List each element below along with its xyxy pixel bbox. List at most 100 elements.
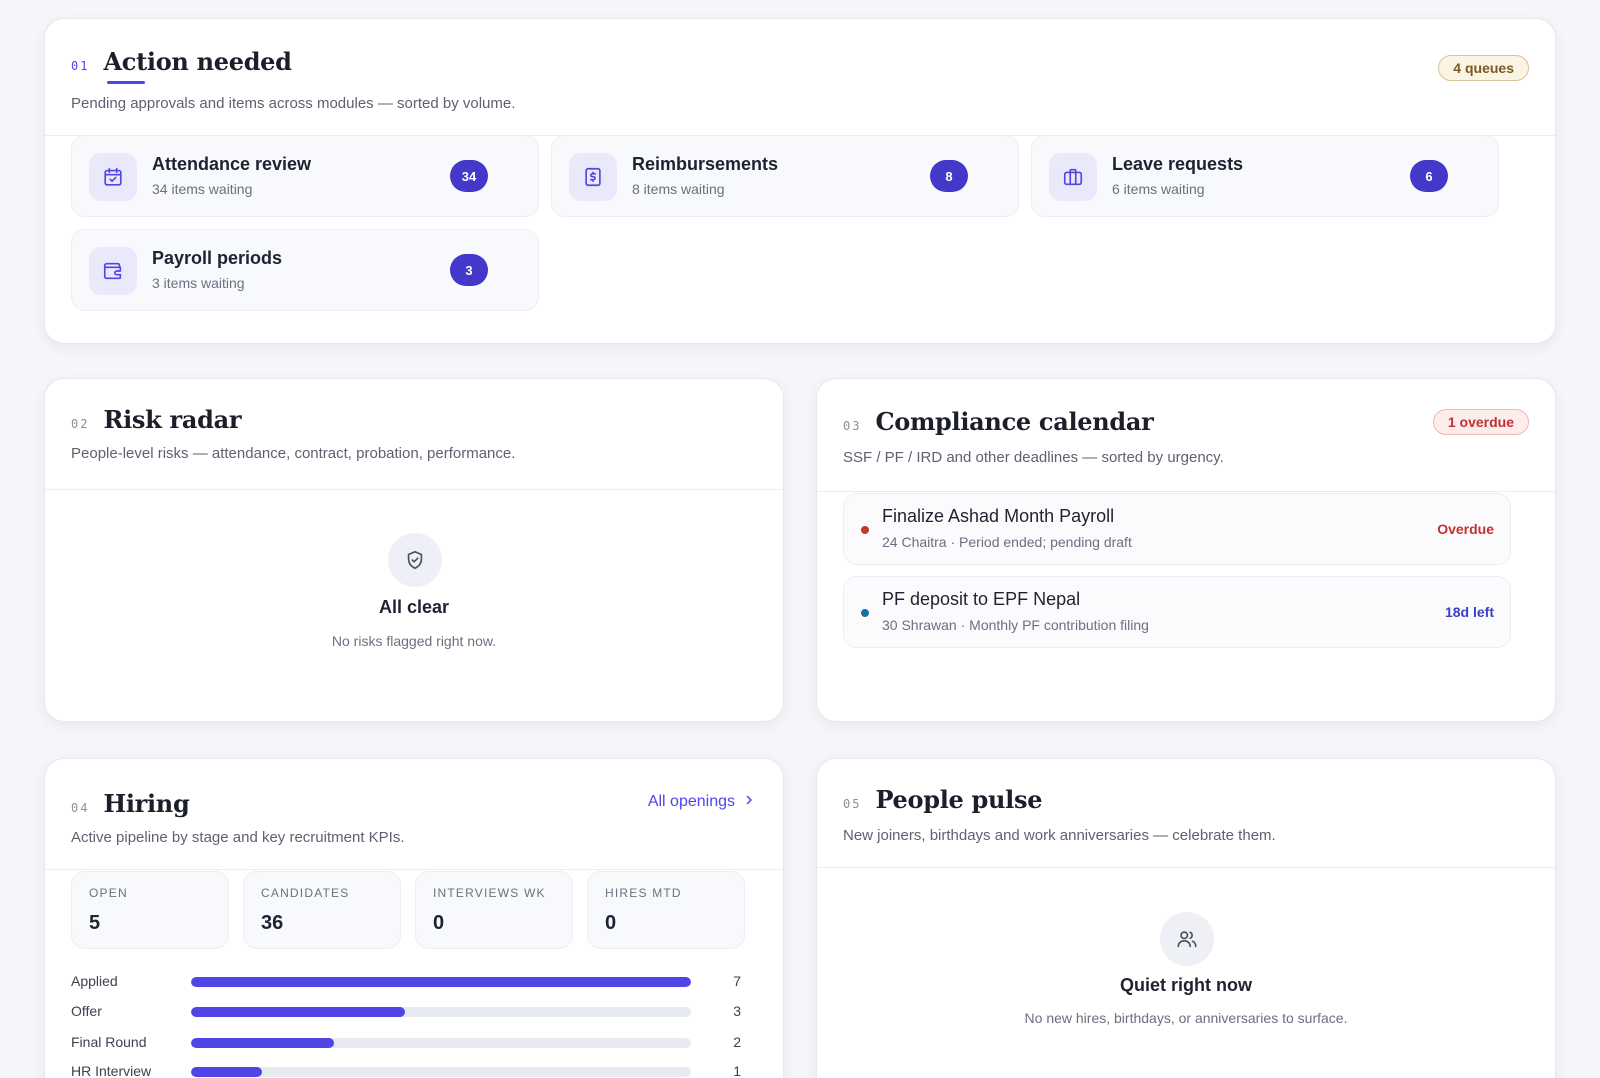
- stage-count: 1: [733, 1063, 741, 1078]
- stage-row-hr-interview: HR Interview 1: [71, 1062, 743, 1078]
- tile-subtitle: 34 items waiting: [152, 181, 253, 197]
- tile-attendance-review[interactable]: Attendance review 34 items waiting 34: [71, 135, 539, 217]
- wallet-icon: [89, 247, 137, 295]
- section-number: 03: [843, 419, 862, 433]
- overdue-badge: 1 overdue: [1432, 409, 1529, 435]
- tile-subtitle: 6 items waiting: [1112, 181, 1205, 197]
- people-pulse-header: 05 People pulse: [843, 785, 1042, 814]
- tile-leave-requests[interactable]: Leave requests 6 items waiting 6: [1031, 135, 1499, 217]
- kpi-value: 36: [261, 912, 284, 934]
- users-icon: [1160, 912, 1214, 966]
- stage-fill: [191, 1067, 263, 1077]
- section-number: 01: [71, 59, 90, 73]
- empty-state-subtitle: No new hires, birthdays, or anniversarie…: [1024, 1010, 1348, 1026]
- briefcase-icon: [1049, 153, 1097, 201]
- receipt-icon: [569, 153, 617, 201]
- shield-check-icon: [388, 533, 442, 587]
- stage-label: Offer: [71, 1003, 102, 1019]
- stage-label: Applied: [71, 973, 118, 989]
- section-title: Risk radar: [103, 405, 242, 434]
- compliance-item-status: Overdue: [1437, 521, 1494, 537]
- status-dot: [861, 526, 869, 534]
- divider: [45, 869, 783, 870]
- stage-label: Final Round: [71, 1034, 147, 1050]
- stage-track: [191, 1067, 691, 1077]
- stage-row-applied: Applied 7: [71, 972, 743, 992]
- section-title: Action needed: [103, 47, 292, 76]
- hiring-header: 04 Hiring: [71, 789, 190, 818]
- tile-subtitle: 8 items waiting: [632, 181, 725, 197]
- stage-track: [191, 977, 691, 987]
- stage-row-offer: Offer 3: [71, 1002, 743, 1022]
- tile-title: Leave requests: [1112, 154, 1244, 174]
- kpi-label: INTERVIEWS WK: [433, 886, 546, 900]
- count-badge: 6: [1410, 160, 1448, 192]
- kpi-interviews-wk: INTERVIEWS WK 0: [415, 871, 573, 949]
- hiring-card: 04 Hiring All openings Active pipeline b…: [44, 758, 784, 1078]
- people-pulse-card: 05 People pulse New joiners, birthdays a…: [816, 758, 1556, 1078]
- empty-state-title: Quiet right now: [1120, 975, 1252, 995]
- compliance-item-subtitle: 24 Chaitra · Period ended; pending draft: [882, 534, 1132, 550]
- stage-row-final-round: Final Round 2: [71, 1033, 743, 1053]
- tile-title: Reimbursements: [632, 154, 779, 174]
- kpi-open: OPEN 5: [71, 871, 229, 949]
- status-dot: [861, 609, 869, 617]
- stage-count: 3: [733, 1003, 741, 1019]
- action-needed-header: 01 Action needed: [71, 47, 292, 76]
- section-subtitle: SSF / PF / IRD and other deadlines — sor…: [843, 449, 1224, 466]
- compliance-calendar-card: 03 Compliance calendar SSF / PF / IRD an…: [816, 378, 1556, 722]
- compliance-item[interactable]: Finalize Ashad Month Payroll 24 Chaitra …: [843, 493, 1511, 565]
- section-title: Compliance calendar: [875, 407, 1154, 436]
- compliance-item-status: 18d left: [1444, 604, 1494, 620]
- calendar-check-icon: [89, 153, 137, 201]
- compliance-item-subtitle: 30 Shrawan · Monthly PF contribution fil…: [882, 617, 1149, 633]
- all-openings-link[interactable]: All openings: [648, 793, 755, 811]
- kpi-label: OPEN: [89, 886, 128, 900]
- stage-count: 2: [733, 1034, 741, 1050]
- tile-title: Payroll periods: [152, 248, 283, 268]
- section-subtitle: Pending approvals and items across modul…: [71, 95, 516, 112]
- stage-track: [191, 1007, 691, 1017]
- section-number: 04: [71, 801, 90, 815]
- section-title: Hiring: [103, 789, 190, 818]
- section-number: 05: [843, 797, 862, 811]
- compliance-item-title: Finalize Ashad Month Payroll: [882, 506, 1115, 526]
- stage-label: HR Interview: [71, 1063, 152, 1078]
- tile-payroll-periods[interactable]: Payroll periods 3 items waiting 3: [71, 229, 539, 311]
- kpi-candidates: CANDIDATES 36: [243, 871, 401, 949]
- tile-title: Attendance review: [152, 154, 312, 174]
- kpi-value: 0: [433, 912, 445, 934]
- tile-subtitle: 3 items waiting: [152, 275, 245, 291]
- section-subtitle: People-level risks — attendance, contrac…: [71, 445, 516, 462]
- divider: [817, 491, 1555, 492]
- kpi-label: HIRES MTD: [605, 886, 682, 900]
- title-underline: [107, 81, 145, 84]
- empty-state-subtitle: No risks flagged right now.: [331, 633, 497, 649]
- compliance-item[interactable]: PF deposit to EPF Nepal 30 Shrawan · Mon…: [843, 576, 1511, 648]
- section-subtitle: Active pipeline by stage and key recruit…: [71, 829, 405, 846]
- stage-count: 7: [733, 973, 741, 989]
- kpi-value: 5: [89, 912, 101, 934]
- section-subtitle: New joiners, birthdays and work annivers…: [843, 827, 1276, 844]
- section-title: People pulse: [875, 785, 1043, 814]
- chevron-right-icon: [743, 793, 755, 811]
- compliance-item-title: PF deposit to EPF Nepal: [882, 589, 1081, 609]
- kpi-value: 0: [605, 912, 617, 934]
- all-openings-label: All openings: [647, 793, 735, 810]
- tile-reimbursements[interactable]: Reimbursements 8 items waiting 8: [551, 135, 1019, 217]
- divider: [817, 867, 1555, 868]
- risk-radar-card: 02 Risk radar People-level risks — atten…: [44, 378, 784, 722]
- stage-fill: [191, 1007, 406, 1017]
- compliance-header: 03 Compliance calendar: [843, 407, 1154, 436]
- action-needed-card: 01 Action needed Pending approvals and i…: [44, 18, 1556, 344]
- risk-radar-header: 02 Risk radar: [71, 405, 241, 434]
- stage-fill: [191, 1038, 334, 1048]
- stage-track: [191, 1038, 691, 1048]
- count-badge: 8: [930, 160, 968, 192]
- kpi-label: CANDIDATES: [261, 886, 350, 900]
- kpi-hires-mtd: HIRES MTD 0: [587, 871, 745, 949]
- stage-fill: [191, 977, 691, 987]
- count-badge: 3: [450, 254, 488, 286]
- empty-state-title: All clear: [378, 597, 450, 617]
- divider: [45, 489, 783, 490]
